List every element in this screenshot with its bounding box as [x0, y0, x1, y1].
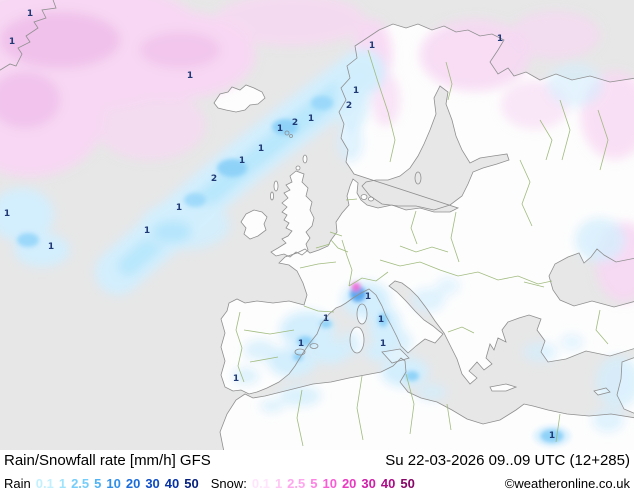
legend-value: 2.5 — [287, 476, 306, 490]
rain-legend-label: Rain — [4, 476, 31, 490]
legend-value: 10 — [322, 476, 337, 490]
legend-value: 20 — [125, 476, 141, 490]
footer-bar: Rain/Snowfall rate [mm/h] GFS Su 22-03-2… — [0, 450, 634, 490]
snow-legend-values: 0.1 1 2.5 5 10 20 30 40 50 — [251, 476, 415, 490]
rain-legend-values: 0.1 1 2.5 5 10 20 30 40 50 — [35, 476, 199, 490]
legend-value: 0.1 — [251, 476, 270, 490]
map-datetime: Su 22-03-2026 09..09 UTC (12+285) — [385, 452, 630, 469]
legend-value: 40 — [164, 476, 180, 490]
legend-value: 30 — [361, 476, 376, 490]
legend-value: 2.5 — [71, 476, 90, 490]
legend-value: 5 — [310, 476, 318, 490]
legend-value: 50 — [400, 476, 415, 490]
legend-value: 1 — [274, 476, 283, 490]
legend-value: 20 — [341, 476, 357, 490]
copyright-text: ©weatheronline.co.uk — [504, 476, 630, 490]
legend-value: 50 — [184, 476, 199, 490]
legend: Rain 0.1 1 2.5 5 10 20 30 40 50 Snow: 0.1 1 2.5 5 10… — [4, 476, 415, 490]
snow-legend-label: Snow: — [210, 476, 247, 490]
country-borders — [235, 49, 609, 447]
legend-value: 10 — [106, 476, 121, 490]
legend-value: 1 — [58, 476, 67, 490]
legend-value: 5 — [94, 476, 102, 490]
legend-value: 30 — [145, 476, 160, 490]
map-title: Rain/Snowfall rate [mm/h] GFS — [4, 452, 211, 469]
weather-map-svg — [0, 0, 634, 450]
footer-legend-row: Rain 0.1 1 2.5 5 10 20 30 40 50 Snow: 0.1 1 2.5 5 10… — [4, 476, 630, 490]
legend-value: 40 — [380, 476, 396, 490]
footer-title-row: Rain/Snowfall rate [mm/h] GFS Su 22-03-2… — [4, 452, 630, 469]
legend-value: 0.1 — [35, 476, 54, 490]
